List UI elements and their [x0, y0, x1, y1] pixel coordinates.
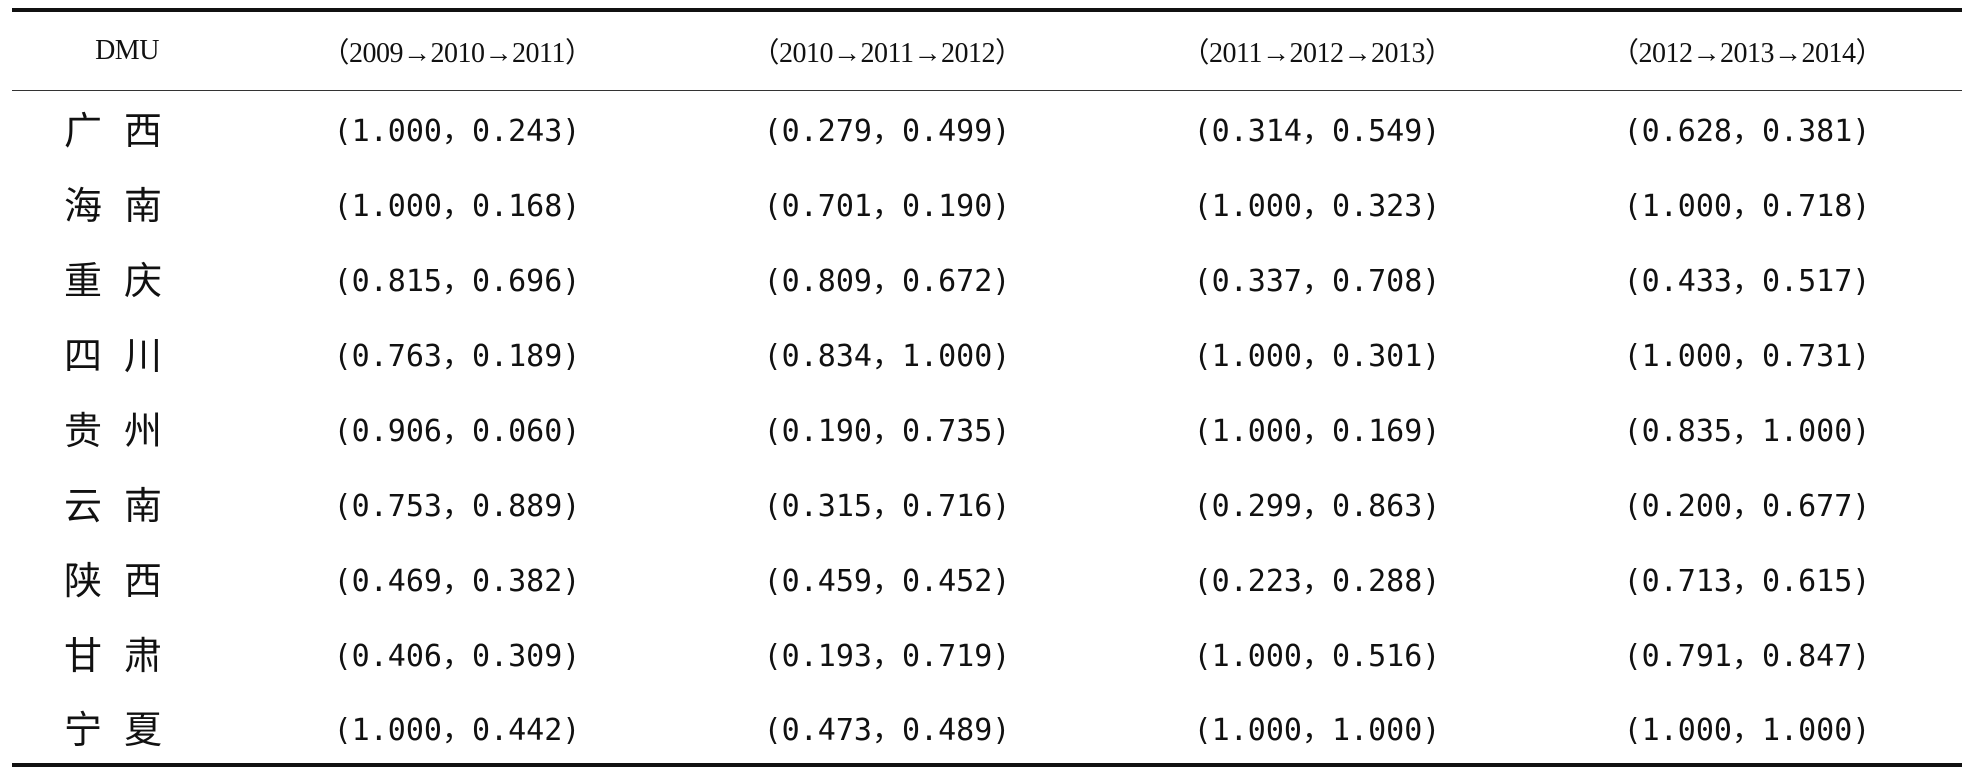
- dmu-cell: 贵州: [64, 409, 185, 453]
- header-dmu: DMU: [95, 34, 159, 66]
- table-row: 宁夏 (1.000，0.442) (0.473，0.489) (1.000，1.…: [12, 690, 1962, 765]
- value-cell: (0.835，1.000): [1623, 413, 1871, 449]
- table-header: DMU （2009→2010→2011） （2010→2011→2012） （2…: [12, 10, 1962, 90]
- value-cell: (0.459，0.452): [763, 563, 1011, 599]
- value-cell: (0.753，0.889): [333, 488, 581, 524]
- value-cell: (0.200，0.677): [1623, 488, 1871, 524]
- header-period-4: （2012→2013→2014）: [1610, 37, 1884, 69]
- value-cell: (0.701，0.190): [763, 188, 1011, 224]
- value-cell: (0.223，0.288): [1193, 563, 1441, 599]
- value-cell: (0.193，0.719): [763, 638, 1011, 674]
- value-cell: (0.713，0.615): [1623, 563, 1871, 599]
- value-cell: (1.000，0.731): [1623, 338, 1871, 374]
- table-row: 贵州 (0.906，0.060) (0.190，0.735) (1.000，0.…: [12, 390, 1962, 465]
- value-cell: (1.000，0.516): [1193, 638, 1441, 674]
- value-cell: (1.000，0.718): [1623, 188, 1871, 224]
- value-cell: (1.000，0.442): [333, 712, 581, 748]
- value-cell: (0.791，0.847): [1623, 638, 1871, 674]
- table-row: 云南 (0.753，0.889) (0.315，0.716) (0.299，0.…: [12, 465, 1962, 540]
- table-row: 海南 (1.000，0.168) (0.701，0.190) (1.000，0.…: [12, 165, 1962, 240]
- value-cell: (0.279，0.499): [763, 113, 1011, 149]
- table-row: 重庆 (0.815，0.696) (0.809，0.672) (0.337，0.…: [12, 240, 1962, 315]
- table-row: 陕西 (0.469，0.382) (0.459，0.452) (0.223，0.…: [12, 540, 1962, 615]
- value-cell: (0.809，0.672): [763, 263, 1011, 299]
- dmu-cell: 云南: [64, 484, 185, 528]
- value-cell: (1.000，0.169): [1193, 413, 1441, 449]
- table-body: 广西 (1.000，0.243) (0.279，0.499) (0.314，0.…: [12, 90, 1962, 765]
- header-period-2: （2010→2011→2012）: [751, 37, 1023, 69]
- value-cell: (0.315，0.716): [763, 488, 1011, 524]
- header-period-1: （2009→2010→2011）: [321, 37, 593, 69]
- value-cell: (1.000，0.301): [1193, 338, 1441, 374]
- value-cell: (1.000，0.323): [1193, 188, 1441, 224]
- value-cell: (0.473，0.489): [763, 712, 1011, 748]
- value-cell: (0.834，1.000): [763, 338, 1011, 374]
- value-cell: (0.628，0.381): [1623, 113, 1871, 149]
- dmu-cell: 重庆: [64, 259, 185, 303]
- value-cell: (0.406，0.309): [333, 638, 581, 674]
- header-period-3: （2011→2012→2013）: [1181, 37, 1453, 69]
- value-cell: (0.190，0.735): [763, 413, 1011, 449]
- dmu-cell: 四川: [64, 334, 185, 378]
- dmu-cell: 海南: [64, 184, 185, 228]
- value-cell: (0.433，0.517): [1623, 263, 1871, 299]
- table-row: 四川 (0.763，0.189) (0.834，1.000) (1.000，0.…: [12, 315, 1962, 390]
- value-cell: (0.815，0.696): [333, 263, 581, 299]
- value-cell: (1.000，1.000): [1623, 712, 1871, 748]
- dmu-cell: 广西: [64, 109, 185, 154]
- value-cell: (1.000，0.243): [333, 113, 581, 149]
- efficiency-table-container: DMU （2009→2010→2011） （2010→2011→2012） （2…: [12, 8, 1962, 767]
- dmu-cell: 宁夏: [64, 708, 185, 752]
- table-row: 甘肃 (0.406，0.309) (0.193，0.719) (1.000，0.…: [12, 615, 1962, 690]
- value-cell: (0.469，0.382): [333, 563, 581, 599]
- value-cell: (1.000，0.168): [333, 188, 581, 224]
- dmu-cell: 陕西: [64, 559, 185, 603]
- value-cell: (1.000，1.000): [1193, 712, 1441, 748]
- dmu-cell: 甘肃: [64, 634, 185, 678]
- value-cell: (0.763，0.189): [333, 338, 581, 374]
- efficiency-table: DMU （2009→2010→2011） （2010→2011→2012） （2…: [12, 8, 1962, 767]
- value-cell: (0.906，0.060): [333, 413, 581, 449]
- value-cell: (0.299，0.863): [1193, 488, 1441, 524]
- table-row: 广西 (1.000，0.243) (0.279，0.499) (0.314，0.…: [12, 90, 1962, 165]
- header-row: DMU （2009→2010→2011） （2010→2011→2012） （2…: [12, 10, 1962, 90]
- value-cell: (0.337，0.708): [1193, 263, 1441, 299]
- value-cell: (0.314，0.549): [1193, 113, 1441, 149]
